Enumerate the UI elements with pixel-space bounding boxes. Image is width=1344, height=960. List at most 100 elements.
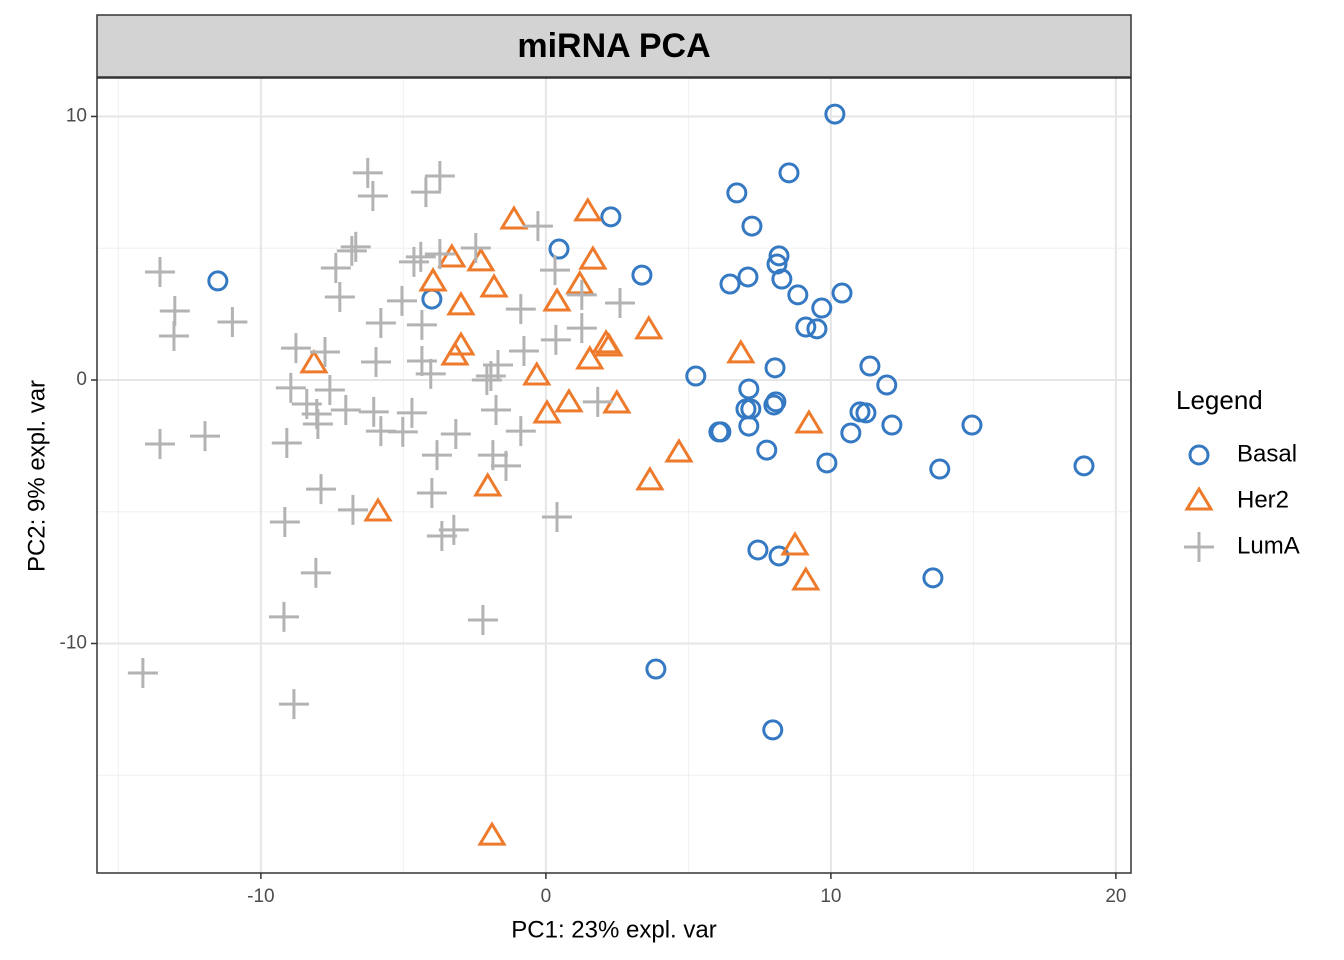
point xyxy=(460,232,491,263)
point xyxy=(127,657,158,688)
point xyxy=(575,345,605,370)
point xyxy=(631,264,653,286)
point xyxy=(269,507,300,538)
point xyxy=(634,314,664,340)
point xyxy=(365,308,396,339)
point xyxy=(405,241,436,272)
point xyxy=(418,267,448,292)
point xyxy=(859,355,881,377)
point xyxy=(268,601,299,632)
point xyxy=(565,269,595,295)
point xyxy=(158,320,189,351)
point xyxy=(582,386,613,417)
point xyxy=(159,295,190,326)
point xyxy=(396,397,427,428)
title-strip xyxy=(96,14,1132,78)
point xyxy=(780,531,810,556)
point xyxy=(635,465,665,491)
point xyxy=(741,215,763,237)
point xyxy=(300,557,331,588)
y-axis-label: PC2: 9% expl. var xyxy=(23,380,50,572)
legend-label: Her2 xyxy=(1237,486,1289,513)
point xyxy=(406,309,437,340)
point xyxy=(522,361,552,386)
point xyxy=(424,161,455,192)
point xyxy=(806,318,828,340)
point xyxy=(1073,455,1095,477)
point xyxy=(477,821,507,846)
point xyxy=(881,414,903,436)
point xyxy=(840,422,862,444)
point xyxy=(275,372,306,403)
point xyxy=(471,364,502,395)
point xyxy=(144,429,175,460)
point xyxy=(386,285,417,316)
point xyxy=(473,472,503,497)
point xyxy=(508,335,539,366)
point xyxy=(426,520,457,551)
point xyxy=(726,338,756,364)
point xyxy=(604,288,635,319)
point xyxy=(271,427,302,458)
point xyxy=(747,539,769,561)
point xyxy=(357,181,388,212)
point xyxy=(387,416,418,447)
point xyxy=(831,282,853,304)
point xyxy=(922,567,944,589)
legend-key xyxy=(1188,444,1210,466)
point xyxy=(310,337,341,368)
x-axis-label: PC1: 23% expl. var xyxy=(511,916,716,943)
y-tick-label: 10 xyxy=(66,105,87,126)
legend-title: Legend xyxy=(1176,385,1263,415)
point xyxy=(475,361,506,392)
point xyxy=(855,402,877,424)
point xyxy=(645,658,667,680)
point xyxy=(876,374,898,396)
point xyxy=(726,182,748,204)
plot-background xyxy=(97,78,1131,873)
point xyxy=(811,297,833,319)
point xyxy=(566,313,597,344)
point xyxy=(438,514,469,545)
point xyxy=(738,415,760,437)
legend-label: LumA xyxy=(1237,532,1300,559)
point xyxy=(144,256,175,287)
point xyxy=(440,341,470,366)
point xyxy=(505,294,536,325)
point xyxy=(415,358,446,389)
point xyxy=(756,439,778,461)
chart-title: miRNA PCA xyxy=(517,27,710,65)
point xyxy=(708,421,730,443)
point xyxy=(787,284,809,306)
point xyxy=(961,414,983,436)
point xyxy=(768,545,790,567)
point xyxy=(361,347,392,378)
point xyxy=(337,494,368,525)
point xyxy=(299,348,329,374)
point xyxy=(685,365,707,387)
point xyxy=(481,395,512,426)
point xyxy=(719,273,741,295)
legend-label: Basal xyxy=(1237,440,1297,467)
point xyxy=(762,719,784,741)
point xyxy=(320,252,351,283)
point xyxy=(763,394,785,416)
point xyxy=(594,332,624,357)
point xyxy=(330,395,361,426)
point xyxy=(573,196,603,222)
plot-border xyxy=(96,77,1132,874)
point xyxy=(499,205,529,230)
point xyxy=(302,408,333,439)
point xyxy=(600,206,622,228)
point xyxy=(440,418,471,449)
point xyxy=(794,409,824,434)
point xyxy=(540,324,571,355)
point xyxy=(446,291,476,316)
point xyxy=(280,333,311,364)
legend-key xyxy=(1184,532,1214,562)
point xyxy=(467,605,498,636)
point xyxy=(554,387,584,413)
x-tick-label: 10 xyxy=(820,886,841,907)
point xyxy=(522,211,553,242)
